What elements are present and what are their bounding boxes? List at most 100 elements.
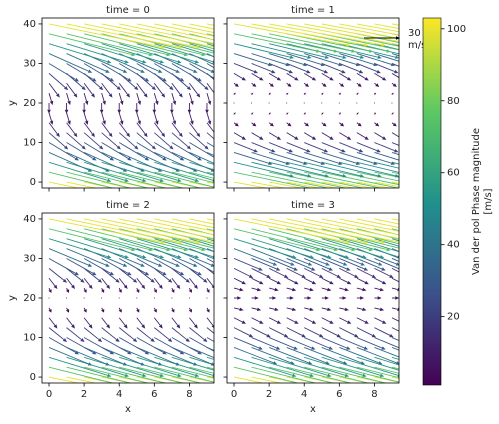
arrow-head bbox=[219, 386, 223, 389]
arrow-head bbox=[144, 156, 150, 161]
arrow bbox=[391, 82, 397, 87]
arrow-head bbox=[176, 324, 181, 329]
arrow bbox=[136, 23, 214, 41]
arrow bbox=[286, 82, 292, 87]
arrow bbox=[268, 277, 282, 285]
arrow-head bbox=[47, 109, 51, 114]
arrow-head bbox=[269, 122, 274, 127]
arrow bbox=[189, 327, 208, 343]
arrow-head bbox=[102, 100, 106, 106]
arrow bbox=[84, 171, 150, 188]
arrow-head bbox=[119, 100, 124, 106]
arrow bbox=[304, 356, 367, 378]
arrow-shaft bbox=[374, 132, 384, 139]
arrow-head bbox=[203, 338, 208, 343]
arrow bbox=[268, 72, 282, 81]
arrow-shaft bbox=[356, 277, 366, 283]
arrow bbox=[356, 267, 377, 278]
arrow-shaft bbox=[251, 53, 287, 65]
arrow-head bbox=[320, 92, 324, 95]
arrow bbox=[233, 92, 236, 95]
arrow bbox=[83, 317, 93, 329]
arrow-shaft bbox=[269, 161, 326, 177]
arrow bbox=[101, 267, 120, 283]
y-tick-label: 20 bbox=[23, 293, 36, 304]
arrow-shaft bbox=[339, 327, 356, 336]
arrow-shaft bbox=[304, 142, 325, 152]
arrow-shaft bbox=[66, 92, 70, 102]
arrow-shaft bbox=[48, 82, 58, 95]
arrow bbox=[47, 103, 51, 114]
arrow bbox=[268, 327, 289, 338]
arrow bbox=[189, 171, 214, 179]
arrow-head bbox=[234, 122, 239, 127]
arrow-shaft bbox=[206, 43, 214, 47]
arrow-head bbox=[212, 255, 214, 259]
arrow-head bbox=[80, 278, 85, 283]
arrow-head bbox=[289, 174, 295, 178]
arrow-head bbox=[203, 278, 208, 283]
arrow-head bbox=[373, 112, 377, 115]
arrow bbox=[391, 337, 399, 341]
arrow-head bbox=[83, 289, 87, 293]
arrow bbox=[269, 296, 277, 300]
arrow-head bbox=[457, 188, 461, 192]
arrow bbox=[233, 82, 239, 87]
arrow-head bbox=[364, 398, 368, 402]
arrow-shaft bbox=[206, 317, 214, 326]
arrow-head bbox=[362, 373, 367, 378]
arrow bbox=[286, 287, 297, 292]
arrow-head bbox=[194, 60, 200, 64]
arrow-shaft bbox=[391, 307, 398, 310]
arrow-shaft bbox=[356, 53, 392, 65]
arrow-shaft bbox=[136, 258, 164, 274]
arrow-head bbox=[346, 76, 352, 81]
arrow-shaft bbox=[136, 82, 146, 95]
arrow-head bbox=[188, 308, 192, 313]
arrow-head bbox=[49, 120, 54, 125]
arrow bbox=[48, 337, 80, 355]
arrow bbox=[321, 63, 346, 74]
arrow-shaft bbox=[356, 267, 373, 277]
arrow-head bbox=[363, 267, 369, 271]
arrow-head bbox=[377, 296, 382, 300]
arrow bbox=[304, 376, 336, 383]
arrow bbox=[251, 346, 295, 365]
arrow-head bbox=[434, 398, 438, 402]
arrow-shaft bbox=[118, 112, 123, 122]
arrow-head bbox=[219, 53, 223, 56]
arrow-head bbox=[179, 156, 185, 161]
arrow bbox=[321, 317, 334, 324]
arrow bbox=[48, 161, 112, 183]
arrow bbox=[66, 92, 71, 106]
arrow-shaft bbox=[356, 63, 378, 72]
arrow-shaft bbox=[153, 307, 156, 311]
arrow-shaft bbox=[189, 43, 214, 52]
arrow-shaft bbox=[154, 327, 170, 340]
arrow-head bbox=[275, 267, 281, 271]
arrow bbox=[356, 161, 399, 173]
arrow bbox=[391, 307, 399, 312]
arrow-shaft bbox=[233, 277, 243, 283]
arrow-head bbox=[170, 109, 174, 114]
arrow-head bbox=[378, 361, 383, 365]
arrow-head bbox=[142, 60, 147, 64]
arrow-head bbox=[394, 69, 399, 74]
arrow bbox=[304, 296, 312, 300]
arrow bbox=[374, 72, 387, 81]
arrow-shaft bbox=[251, 376, 283, 383]
arrow bbox=[286, 63, 311, 74]
arrow-head bbox=[107, 373, 112, 378]
arrow-head bbox=[404, 188, 408, 192]
arrow-head bbox=[319, 398, 323, 402]
arrow bbox=[286, 72, 299, 81]
arrow bbox=[136, 218, 214, 236]
arrow-shaft bbox=[118, 267, 135, 281]
arrow bbox=[356, 53, 396, 67]
arrow-shaft bbox=[269, 366, 335, 383]
arrow-shaft bbox=[48, 23, 162, 48]
arrow-shaft bbox=[269, 307, 275, 310]
arrow-shaft bbox=[339, 171, 399, 186]
arrow bbox=[286, 307, 297, 312]
arrow-shaft bbox=[269, 181, 304, 188]
